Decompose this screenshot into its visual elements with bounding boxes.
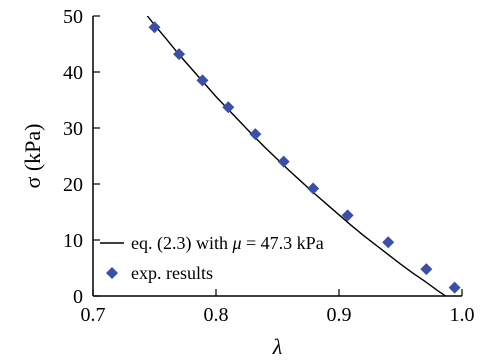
y-tick-label: 30: [63, 118, 83, 140]
data-point: [148, 21, 161, 34]
y-axis-title: σ (kPa): [20, 123, 45, 188]
legend: eq. (2.3) with μ = 47.3 kPa exp. results: [100, 233, 324, 283]
y-tick-label: 50: [63, 6, 83, 28]
x-tick-label: 0.7: [81, 304, 106, 326]
legend-label-experiment: exp. results: [131, 263, 213, 283]
data-point: [420, 263, 433, 276]
legend-label-prefix: eq. (2.3) with: [131, 233, 232, 254]
legend-label-suffix: = 47.3 kPa: [242, 233, 324, 253]
plot-area: [146, 16, 461, 296]
y-tick-label: 40: [63, 62, 83, 84]
data-point: [277, 155, 290, 168]
data-point: [382, 236, 395, 249]
y-tick-label: 20: [63, 174, 83, 196]
x-tick-label: 0.8: [204, 304, 229, 326]
data-point: [448, 281, 461, 294]
data-point: [307, 182, 320, 195]
data-point: [196, 74, 209, 87]
data-point: [341, 209, 354, 222]
data-point: [222, 101, 235, 114]
legend-label-symbol: μ: [231, 233, 241, 253]
x-tick-label: 0.9: [327, 304, 352, 326]
data-point: [249, 128, 262, 141]
legend-marker-swatch: [106, 267, 118, 279]
y-tick-label: 10: [63, 230, 83, 252]
data-point: [173, 48, 186, 61]
legend-label-model: eq. (2.3) with μ = 47.3 kPa: [131, 233, 324, 254]
x-axis-title: λ: [272, 334, 283, 359]
tick-labels: 0.7 0.8 0.9 1.0 0 10 20 30 40 50: [63, 6, 475, 326]
model-curve: [146, 16, 447, 296]
y-tick-label: 0: [73, 286, 83, 308]
x-tick-label: 1.0: [450, 304, 475, 326]
axes: [92, 15, 463, 297]
